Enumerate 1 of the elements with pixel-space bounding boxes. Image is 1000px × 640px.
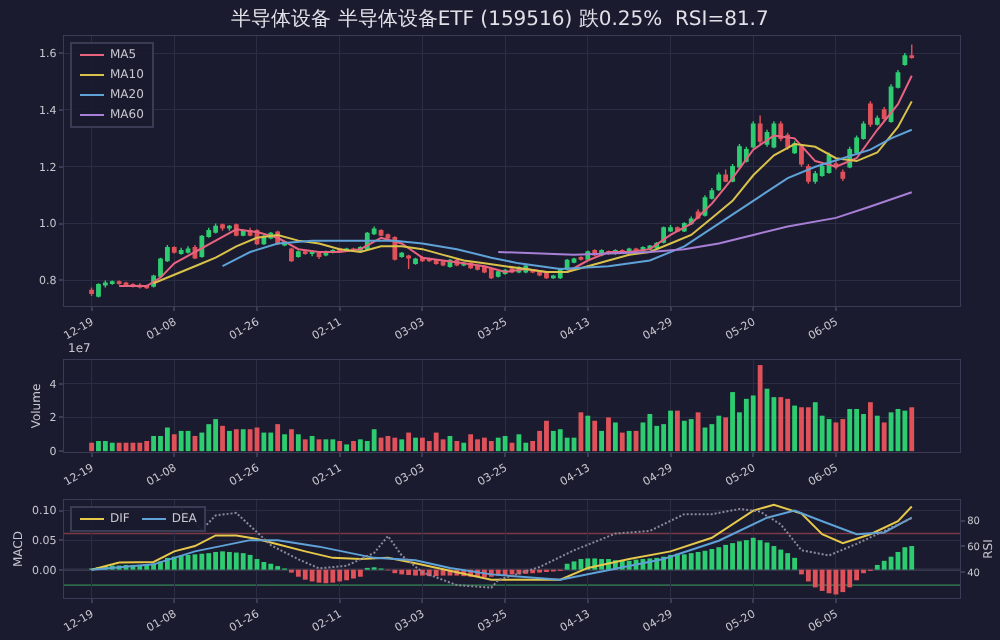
- chart-title: 半导体设备 半导体设备ETF (159516) 跌0.25% RSI=81.7: [231, 7, 769, 31]
